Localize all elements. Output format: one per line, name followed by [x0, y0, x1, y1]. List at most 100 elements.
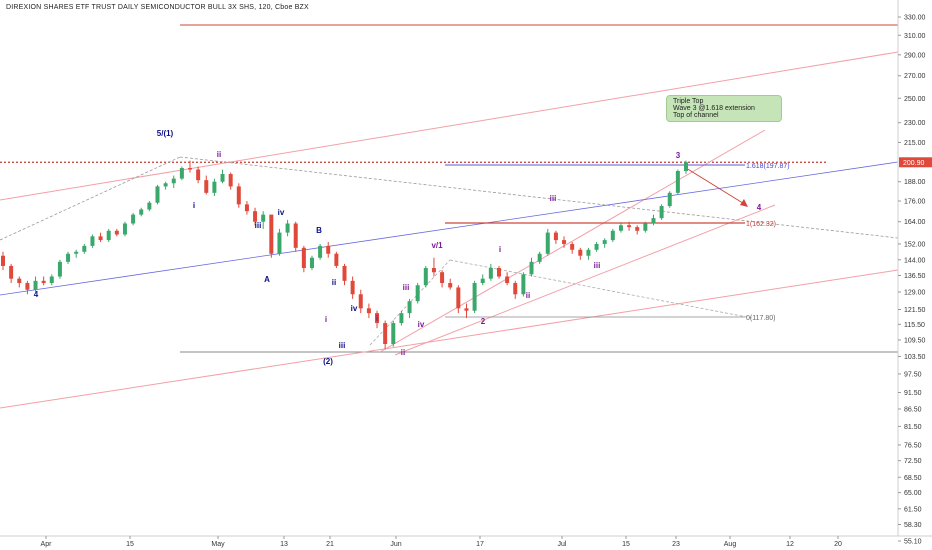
wave-label: i: [325, 315, 327, 324]
candle-body: [383, 323, 388, 344]
candle: [358, 289, 363, 314]
candle-body: [139, 209, 144, 215]
candle: [285, 219, 290, 237]
candle-body: [488, 268, 493, 279]
candle-body: [358, 294, 363, 309]
candle-body: [537, 253, 542, 262]
candle: [578, 247, 583, 260]
x-tick-label: May: [211, 541, 225, 548]
candle: [244, 201, 249, 215]
x-tick-label: Apr: [41, 541, 53, 548]
candle: [155, 184, 160, 205]
x-tick-label: Jul: [558, 541, 567, 548]
candle-body: [131, 214, 136, 224]
candle: [204, 175, 209, 195]
candle-body: [602, 240, 607, 244]
candle: [17, 276, 22, 288]
candle-body: [391, 323, 396, 344]
candle: [366, 303, 371, 319]
wave-label: ii: [332, 278, 336, 287]
candle-body: [375, 313, 380, 324]
candle: [269, 214, 274, 258]
candle: [139, 207, 144, 217]
candle-body: [651, 218, 656, 224]
y-tick-label: 65.00: [904, 490, 922, 497]
candle: [122, 221, 127, 237]
candle: [488, 263, 493, 281]
x-tick-label: 17: [476, 541, 484, 548]
wave-label: iii: [550, 194, 557, 203]
candle: [423, 265, 428, 288]
candle: [49, 274, 54, 286]
candle-body: [106, 230, 111, 241]
candle: [684, 160, 688, 175]
wave-label: i: [376, 314, 378, 323]
fib-0-label: 0(117.80): [746, 315, 775, 322]
y-tick-label: 230.00: [904, 120, 926, 127]
candle: [342, 263, 347, 286]
candle-body: [578, 249, 583, 256]
x-tick-label: Jun: [390, 541, 401, 548]
candle-body: [244, 204, 249, 212]
candle: [114, 228, 119, 237]
candle: [431, 257, 436, 277]
channel-lower-outer: [0, 269, 899, 409]
candle-body: [553, 232, 558, 241]
candle-body: [301, 247, 306, 269]
wave-label: i: [193, 201, 195, 210]
candle-body: [594, 243, 599, 250]
candle: [399, 310, 404, 326]
wave-path-1: [0, 156, 181, 241]
projection-arrow-line: [685, 167, 747, 206]
candle-body: [74, 251, 79, 254]
fib-1618-label: 1.618(197.87): [746, 163, 790, 170]
candle-body: [122, 223, 127, 235]
candle: [391, 320, 396, 347]
candle-body: [41, 280, 46, 284]
candle: [383, 320, 388, 350]
candle-body: [17, 278, 22, 284]
candle-body: [82, 245, 87, 252]
last-price-label: 200.90: [903, 160, 925, 167]
candle-body: [342, 265, 347, 281]
candle: [375, 310, 380, 329]
candle-body: [309, 257, 314, 269]
candle-body: [236, 186, 241, 205]
fib-1-label: 1(162.32): [746, 221, 776, 228]
y-tick-label: 290.00: [904, 52, 926, 59]
wave-label: iii: [339, 341, 346, 350]
candle-body: [90, 236, 95, 246]
y-tick-label: 121.50: [904, 307, 926, 314]
candle: [25, 280, 30, 295]
candle: [529, 257, 534, 277]
candle-body: [423, 268, 428, 286]
candle-body: [261, 214, 266, 222]
wave-label: ii: [401, 348, 405, 357]
candle: [74, 249, 79, 258]
candle: [261, 211, 266, 229]
candle: [610, 228, 615, 243]
candle-body: [1, 255, 5, 266]
candle-body: [114, 230, 119, 235]
candle: [212, 178, 217, 197]
wave-label: iii: [255, 221, 262, 230]
x-tick-label: 23: [672, 541, 680, 548]
candle-body: [464, 308, 469, 311]
candle-body: [407, 301, 412, 314]
candle: [196, 166, 201, 184]
candle-body: [448, 283, 453, 288]
wave-label: i: [499, 245, 501, 254]
y-tick-label: 76.50: [904, 442, 922, 449]
candle: [407, 298, 412, 319]
candle-body: [627, 225, 632, 228]
candle: [480, 274, 485, 286]
candle-body: [204, 180, 209, 193]
candle: [562, 236, 567, 248]
candle-body: [472, 283, 477, 311]
y-tick-label: 129.00: [904, 289, 926, 296]
candle-body: [643, 223, 648, 231]
candle: [98, 232, 103, 243]
candle: [309, 255, 314, 271]
candle-body: [228, 174, 233, 187]
